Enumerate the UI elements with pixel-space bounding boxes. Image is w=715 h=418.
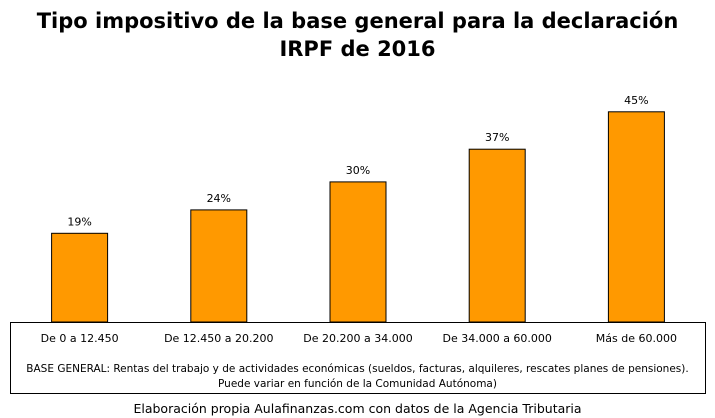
bar: [607, 111, 665, 323]
source-footer: Elaboración propia Aulafinanzas.com con …: [133, 401, 582, 416]
category-label: De 34.000 a 60.000: [442, 332, 551, 345]
category-label: De 0 a 12.450: [41, 332, 119, 345]
chart-title: Tipo impositivo de la base general para …: [36, 9, 679, 33]
note-line-2: Puede variar en función de la Comunidad …: [218, 378, 497, 390]
chart-subtitle: IRPF de 2016: [279, 37, 436, 61]
data-label: 19%: [67, 215, 91, 228]
bar: [329, 181, 387, 323]
bar: [468, 148, 526, 323]
bar: [51, 232, 109, 323]
note-line-1: BASE GENERAL: Rentas del trabajo y de ac…: [26, 363, 689, 375]
data-label: 45%: [624, 94, 648, 107]
data-label: 37%: [485, 131, 509, 144]
category-label: De 20.200 a 34.000: [303, 332, 412, 345]
data-label: 24%: [207, 192, 231, 205]
bar: [190, 209, 248, 323]
category-label: Más de 60.000: [596, 332, 677, 345]
category-label: De 12.450 a 20.200: [164, 332, 273, 345]
data-label: 30%: [346, 164, 370, 177]
